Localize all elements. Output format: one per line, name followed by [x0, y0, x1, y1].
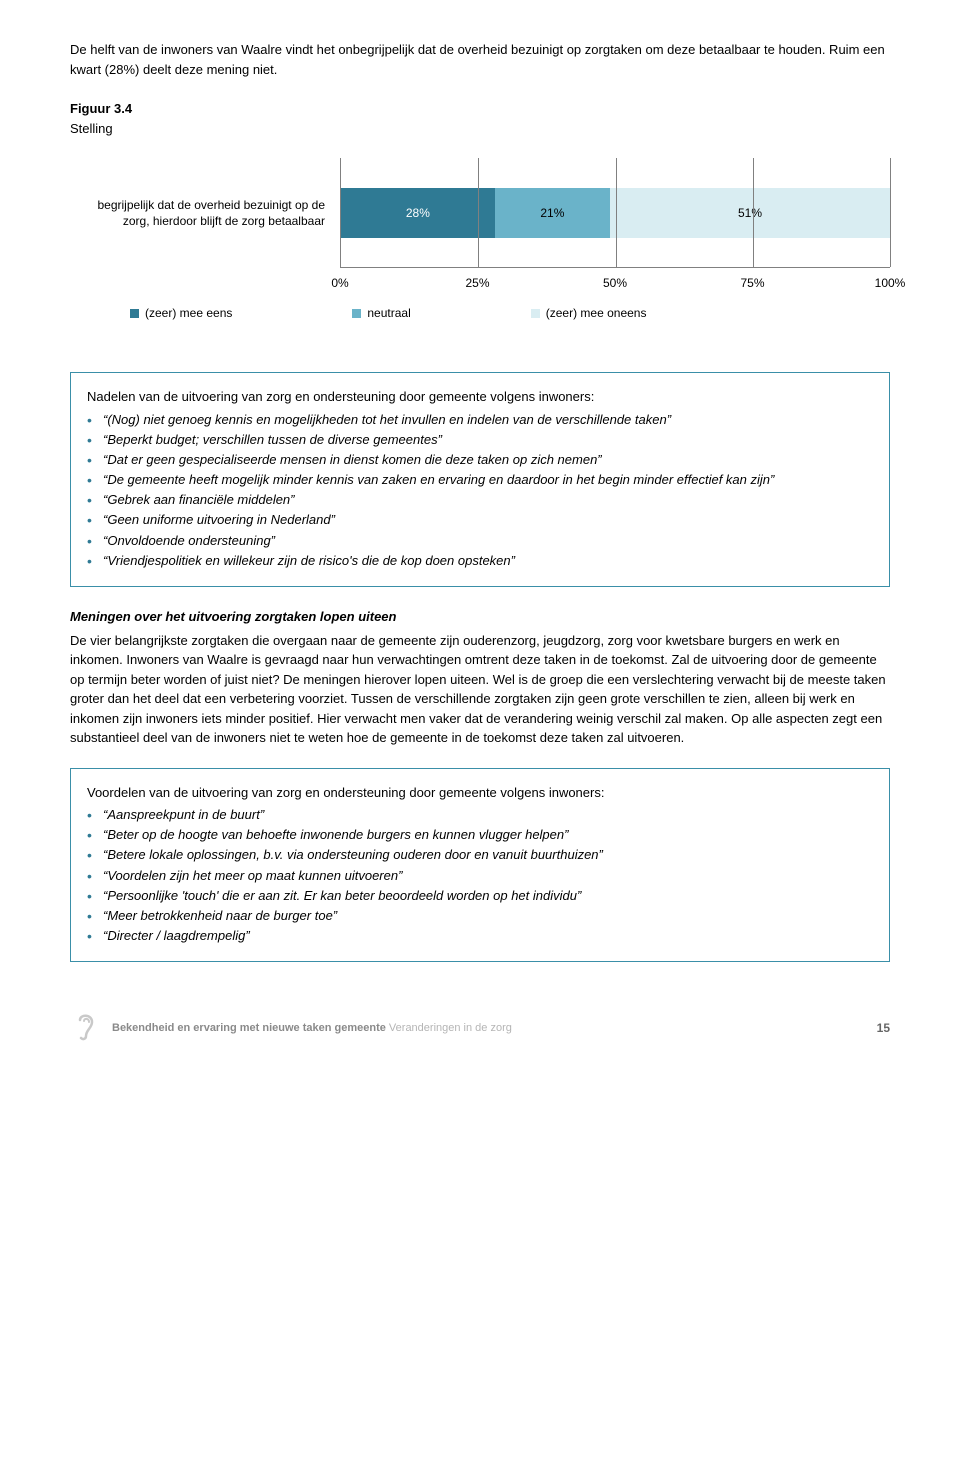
page-number: 15 — [877, 1019, 890, 1037]
footer-text: Bekendheid en ervaring met nieuwe taken … — [112, 1020, 512, 1037]
gridline — [753, 158, 754, 267]
ylabel-line2: zorg, hierdoor blijft de zorg betaalbaar — [123, 214, 325, 228]
list-item: “Aanspreekpunt in de buurt” — [87, 806, 873, 824]
bar-segment: 51% — [610, 188, 890, 238]
chart-plot-area: 28%21%51% — [340, 158, 890, 268]
bar-segment: 28% — [341, 188, 495, 238]
footer-light: Veranderingen in de zorg — [386, 1022, 512, 1034]
legend-swatch — [531, 309, 540, 318]
box1-title: Nadelen van de uitvoering van zorg en on… — [87, 387, 873, 407]
list-item: “Voordelen zijn het meer op maat kunnen … — [87, 867, 873, 885]
legend-label: (zeer) mee eens — [145, 304, 232, 322]
legend-label: neutraal — [367, 304, 410, 322]
x-axis-tick: 75% — [740, 274, 764, 292]
legend-item: (zeer) mee oneens — [531, 304, 647, 322]
list-item: “Geen uniforme uitvoering in Nederland” — [87, 511, 873, 529]
list-item: “Beter op de hoogte van behoefte inwonen… — [87, 826, 873, 844]
body-paragraph: De vier belangrijkste zorgtaken die over… — [70, 631, 890, 748]
list-item: “Directer / laagdrempelig” — [87, 927, 873, 945]
list-item: “Dat er geen gespecialiseerde mensen in … — [87, 451, 873, 469]
legend-swatch — [352, 309, 361, 318]
bar-segment: 21% — [495, 188, 610, 238]
page-footer: Bekendheid en ervaring met nieuwe taken … — [70, 1012, 890, 1044]
legend-swatch — [130, 309, 139, 318]
legend-item: neutraal — [352, 304, 410, 322]
ear-icon — [70, 1012, 102, 1044]
list-item: “Betere lokale oplossingen, b.v. via ond… — [87, 846, 873, 864]
x-axis-tick: 0% — [331, 274, 348, 292]
chart-y-axis-label: begrijpelijk dat de overheid bezuinigt o… — [70, 197, 340, 229]
disadvantages-box: Nadelen van de uitvoering van zorg en on… — [70, 372, 890, 587]
intro-paragraph: De helft van de inwoners van Waalre vind… — [70, 40, 890, 79]
box1-list: “(Nog) niet genoeg kennis en mogelijkhed… — [87, 411, 873, 571]
list-item: “(Nog) niet genoeg kennis en mogelijkhed… — [87, 411, 873, 429]
legend-item: (zeer) mee eens — [130, 304, 232, 322]
ylabel-line1: begrijpelijk dat de overheid bezuinigt o… — [98, 198, 326, 212]
list-item: “Vriendjespolitiek en willekeur zijn de … — [87, 552, 873, 570]
box2-title: Voordelen van de uitvoering van zorg en … — [87, 783, 873, 803]
section-heading: Meningen over het uitvoering zorgtaken l… — [70, 607, 890, 627]
gridline — [890, 158, 891, 267]
x-axis: 0%25%50%75%100% — [340, 274, 890, 294]
gridline — [478, 158, 479, 267]
gridline — [616, 158, 617, 267]
list-item: “Meer betrokkenheid naar de burger toe” — [87, 907, 873, 925]
figure-label: Figuur 3.4 — [70, 99, 890, 119]
chart-legend: (zeer) mee eens neutraal (zeer) mee oneens — [130, 304, 890, 322]
x-axis-tick: 100% — [875, 274, 906, 292]
x-axis-tick: 25% — [465, 274, 489, 292]
box2-list: “Aanspreekpunt in de buurt” “Beter op de … — [87, 806, 873, 945]
legend-label: (zeer) mee oneens — [546, 304, 647, 322]
list-item: “Onvoldoende ondersteuning” — [87, 532, 873, 550]
stacked-bar-chart: begrijpelijk dat de overheid bezuinigt o… — [70, 158, 890, 322]
footer-bold: Bekendheid en ervaring met nieuwe taken … — [112, 1022, 386, 1034]
list-item: “Persoonlijke 'touch' die er aan zit. Er… — [87, 887, 873, 905]
x-axis-tick: 50% — [603, 274, 627, 292]
stelling-label: Stelling — [70, 119, 890, 139]
list-item: “Beperkt budget; verschillen tussen de d… — [87, 431, 873, 449]
list-item: “Gebrek aan financiële middelen” — [87, 491, 873, 509]
list-item: “De gemeente heeft mogelijk minder kenni… — [87, 471, 873, 489]
advantages-box: Voordelen van de uitvoering van zorg en … — [70, 768, 890, 963]
